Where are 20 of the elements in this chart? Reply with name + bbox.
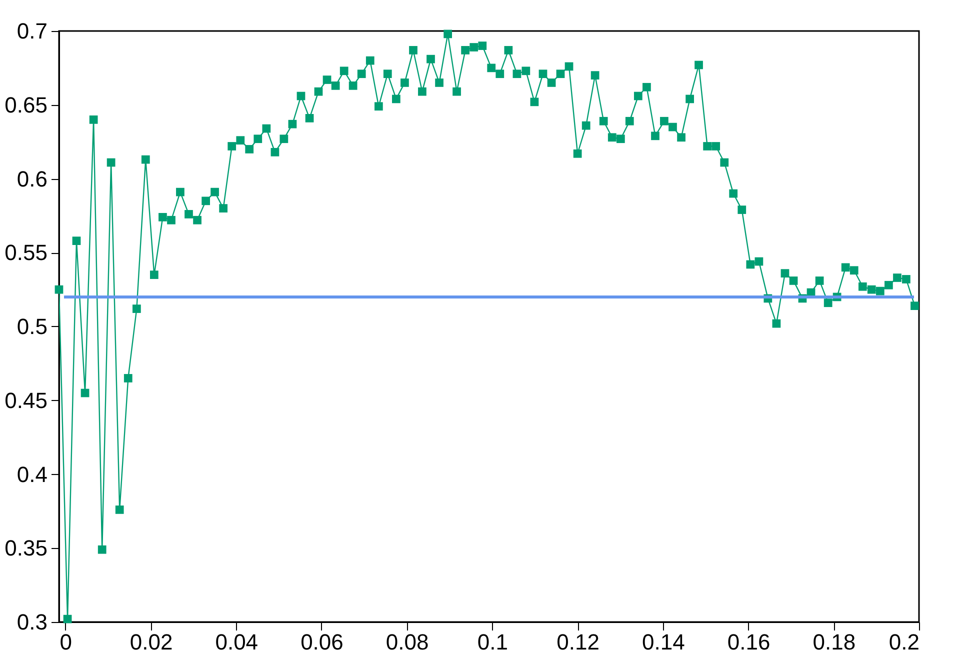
- x-tick-label: 0.18: [812, 630, 856, 654]
- y-tick-label: 0.35: [4, 536, 48, 561]
- x-tick-label: 0.1: [477, 630, 508, 654]
- y-tick-label: 0.45: [4, 388, 48, 413]
- x-tick-label: 0.04: [215, 630, 258, 654]
- x-tick-label: 0.14: [642, 630, 685, 654]
- x-tick-label: 0.08: [386, 630, 429, 654]
- y-tick-label: 0.6: [16, 166, 48, 192]
- x-tick-label: 0.06: [300, 630, 344, 654]
- x-tick-label: 0.12: [556, 630, 600, 654]
- y-tick-label: 0.65: [4, 92, 48, 118]
- x-tick-label: 0.16: [727, 630, 770, 654]
- y-tick-label: 0.55: [4, 240, 48, 266]
- y-tick-label: 0.3: [16, 610, 48, 634]
- y-tick-label: 0.4: [16, 462, 48, 487]
- y-tick-label: 0.5: [16, 314, 48, 339]
- y-tick-label: 0.7: [16, 18, 48, 44]
- x-tick-label: 0.02: [130, 630, 173, 654]
- x-tick-label: 0.2: [888, 630, 920, 654]
- x-tick-label: 0: [60, 630, 72, 654]
